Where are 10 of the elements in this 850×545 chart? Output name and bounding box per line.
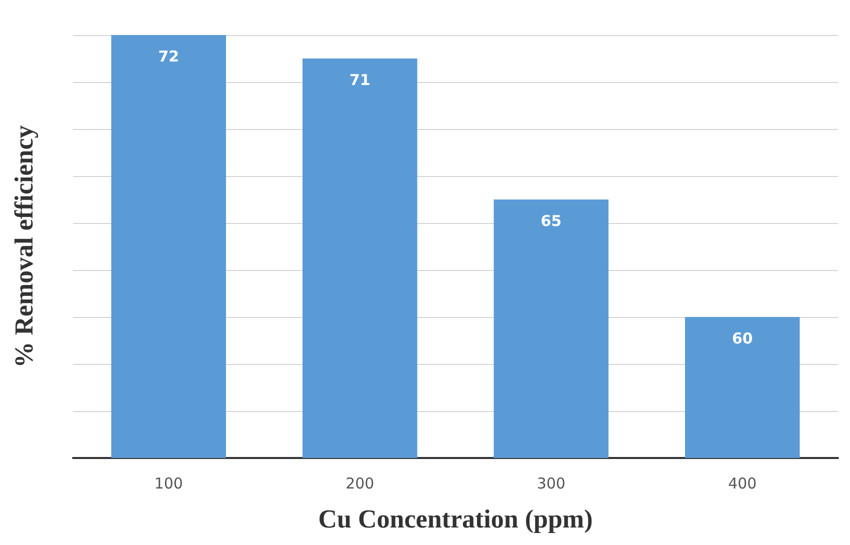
x-tick-label: 200: [346, 474, 374, 492]
data-label: 72: [158, 48, 180, 66]
data-label: 65: [540, 212, 562, 230]
x-tick-label: 100: [154, 474, 183, 492]
y-axis-title: % Removal efficiency: [10, 125, 38, 368]
x-axis-title: Cu Concentration (ppm): [318, 504, 593, 534]
data-label: 71: [349, 71, 370, 89]
x-tick-label: 400: [728, 474, 757, 492]
data-label: 60: [732, 330, 753, 348]
x-tick-label: 300: [536, 474, 566, 492]
